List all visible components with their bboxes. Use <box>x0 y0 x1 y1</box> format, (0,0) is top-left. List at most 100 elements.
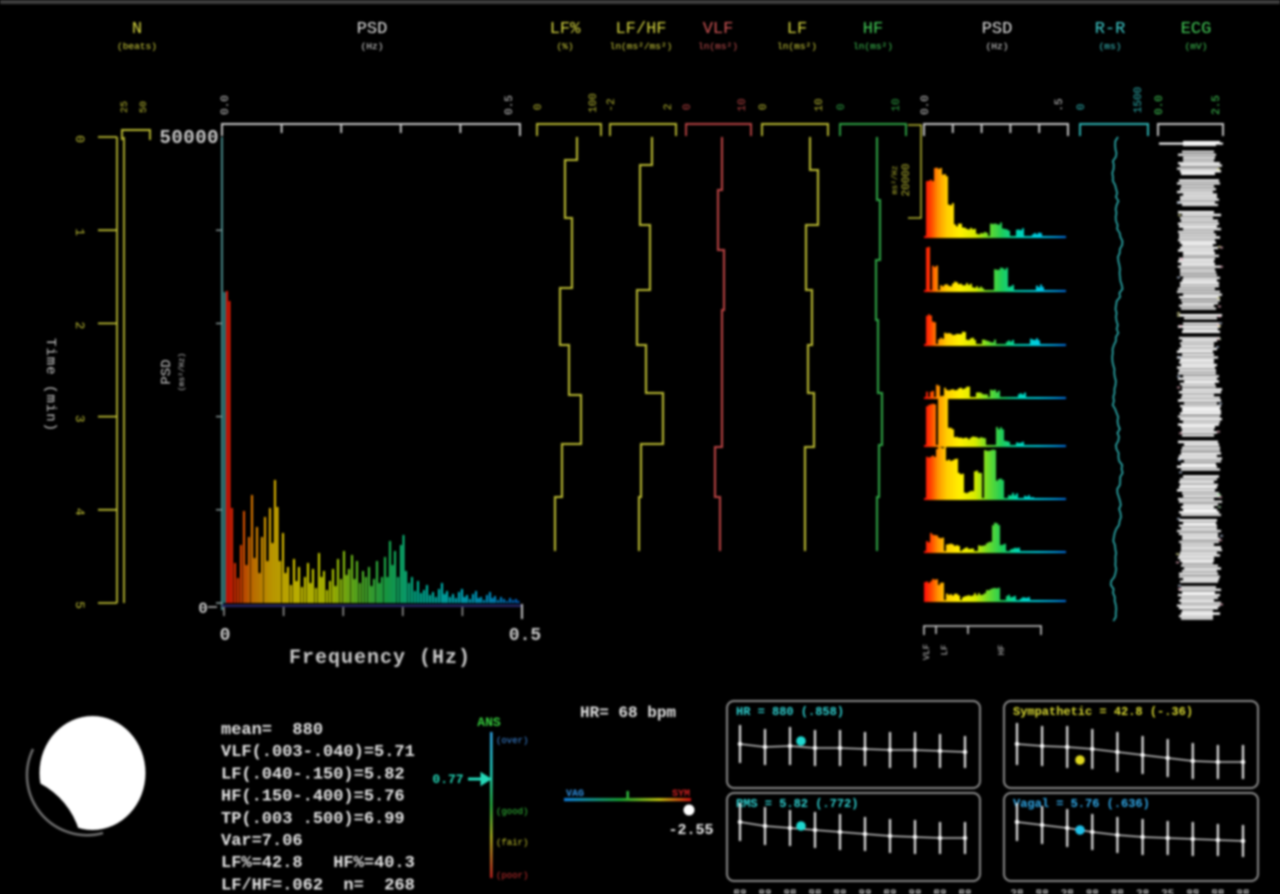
svg-text:(beats): (beats) <box>117 41 157 52</box>
svg-text:0.0: 0.0 <box>220 95 232 115</box>
svg-text:PSD: PSD <box>159 359 175 384</box>
svg-text:4: 4 <box>72 508 87 516</box>
svg-text:0: 0 <box>682 104 694 111</box>
svg-text:RMS = 5.82 (.772): RMS = 5.82 (.772) <box>736 797 858 811</box>
svg-text:1500: 1500 <box>1133 87 1145 113</box>
svg-text:58: 58 <box>883 889 896 894</box>
svg-text:58: 58 <box>833 889 846 894</box>
svg-text:LF: LF <box>940 645 950 656</box>
svg-text:Frequency (Hz): Frequency (Hz) <box>289 647 471 670</box>
svg-text:88: 88 <box>958 889 971 894</box>
svg-text:LF/HF: LF/HF <box>615 20 666 39</box>
svg-text:ln(ms²/ms²): ln(ms²/ms²) <box>610 41 673 52</box>
svg-text:(%): (%) <box>556 41 573 52</box>
svg-text:mean= 880: mean= 880 <box>221 721 323 740</box>
svg-text:Var=7.06: Var=7.06 <box>221 832 303 851</box>
svg-text:VLF: VLF <box>703 20 734 39</box>
svg-text:(mV): (mV) <box>1185 41 1208 52</box>
svg-text:LF: LF <box>787 20 807 39</box>
svg-text:ln(ms²): ln(ms²) <box>698 41 738 52</box>
svg-text:88: 88 <box>1111 889 1124 894</box>
svg-text:0: 0 <box>1076 104 1088 111</box>
svg-text:88: 88 <box>783 889 796 894</box>
svg-text:88: 88 <box>758 889 771 894</box>
svg-text:0.5: 0.5 <box>509 626 541 646</box>
svg-text:35: 35 <box>1010 889 1023 894</box>
svg-text:2: 2 <box>663 104 675 111</box>
svg-text:35: 35 <box>1236 889 1249 894</box>
svg-text:SYM: SYM <box>672 789 690 800</box>
svg-text:ECG: ECG <box>1181 20 1212 39</box>
svg-text:ln(ms²): ln(ms²) <box>853 41 893 52</box>
svg-text:Time (min): Time (min) <box>42 338 58 432</box>
svg-text:(Hz): (Hz) <box>986 41 1009 52</box>
svg-text:83: 83 <box>1186 889 1199 894</box>
svg-text:.5: .5 <box>1054 98 1066 111</box>
svg-text:83: 83 <box>883 889 896 894</box>
svg-text:0: 0 <box>72 135 87 143</box>
svg-text:-2: -2 <box>606 98 618 111</box>
svg-text:N: N <box>132 20 142 39</box>
svg-text:58: 58 <box>1035 889 1048 894</box>
svg-text:38: 38 <box>908 889 921 894</box>
svg-text:20000: 20000 <box>901 163 913 196</box>
svg-text:10: 10 <box>814 98 826 111</box>
svg-text:LF%: LF% <box>550 20 581 39</box>
svg-text:0: 0 <box>198 600 208 618</box>
svg-text:(ms): (ms) <box>1099 41 1122 52</box>
svg-text:ANS: ANS <box>477 715 501 730</box>
svg-text:50000: 50000 <box>159 127 219 149</box>
svg-text:35: 35 <box>783 889 796 894</box>
svg-text:10: 10 <box>891 98 903 111</box>
svg-text:0: 0 <box>758 104 770 111</box>
svg-text:HR = 880 (.858): HR = 880 (.858) <box>736 705 844 719</box>
svg-text:LF/HF=.062 n= 268: LF/HF=.062 n= 268 <box>221 876 415 894</box>
svg-text:38: 38 <box>1136 889 1149 894</box>
svg-text:88: 88 <box>1236 889 1249 894</box>
svg-text:38: 38 <box>1086 889 1099 894</box>
svg-text:35: 35 <box>1211 889 1224 894</box>
svg-text:(fair): (fair) <box>496 838 528 848</box>
svg-text:VLF(.003-.040)=5.71: VLF(.003-.040)=5.71 <box>221 743 415 762</box>
svg-text:0.0: 0.0 <box>1154 95 1166 115</box>
svg-text:0.5: 0.5 <box>504 95 516 115</box>
svg-text:0: 0 <box>220 626 231 646</box>
svg-text:HR= 68 bpm: HR= 68 bpm <box>580 704 676 722</box>
svg-text:38: 38 <box>833 889 846 894</box>
svg-text:LF%=42.8 HF%=40.3: LF%=42.8 HF%=40.3 <box>221 854 415 873</box>
svg-text:2: 2 <box>72 321 87 329</box>
svg-text:HF: HF <box>863 20 883 39</box>
svg-text:0.0: 0.0 <box>920 95 932 115</box>
svg-text:(ms²/Hz): (ms²/Hz) <box>178 353 187 391</box>
svg-text:88: 88 <box>1086 889 1099 894</box>
svg-text:35: 35 <box>1161 889 1174 894</box>
svg-text:0.77: 0.77 <box>432 772 463 787</box>
svg-text:PSD: PSD <box>982 20 1013 39</box>
svg-text:58: 58 <box>808 889 821 894</box>
svg-text:58: 58 <box>958 889 971 894</box>
svg-text:50: 50 <box>139 101 150 113</box>
svg-text:(over): (over) <box>496 736 528 746</box>
svg-text:58: 58 <box>1211 889 1224 894</box>
svg-text:R-R: R-R <box>1095 20 1126 39</box>
svg-text:-2.55: -2.55 <box>668 822 713 839</box>
svg-text:25: 25 <box>120 101 131 113</box>
svg-text:(poor): (poor) <box>496 871 528 881</box>
svg-text:3: 3 <box>72 415 87 423</box>
svg-text:58: 58 <box>933 889 946 894</box>
svg-text:88: 88 <box>908 889 921 894</box>
svg-text:5: 5 <box>72 601 87 609</box>
svg-text:VAG: VAG <box>566 789 584 800</box>
svg-text:38: 38 <box>858 889 871 894</box>
svg-text:35: 35 <box>1061 889 1074 894</box>
svg-text:1: 1 <box>72 228 87 236</box>
svg-text:38: 38 <box>1136 889 1149 894</box>
svg-text:Vagal = 5.76 (.636): Vagal = 5.76 (.636) <box>1013 797 1150 811</box>
svg-text:Sympathetic = 42.8 (-.36): Sympathetic = 42.8 (-.36) <box>1013 705 1193 719</box>
svg-text:35: 35 <box>1161 889 1174 894</box>
svg-text:38: 38 <box>1061 889 1074 894</box>
svg-text:VLF: VLF <box>922 644 932 660</box>
svg-text:10: 10 <box>737 98 749 111</box>
svg-text:0: 0 <box>533 104 545 111</box>
svg-text:38: 38 <box>1035 889 1048 894</box>
